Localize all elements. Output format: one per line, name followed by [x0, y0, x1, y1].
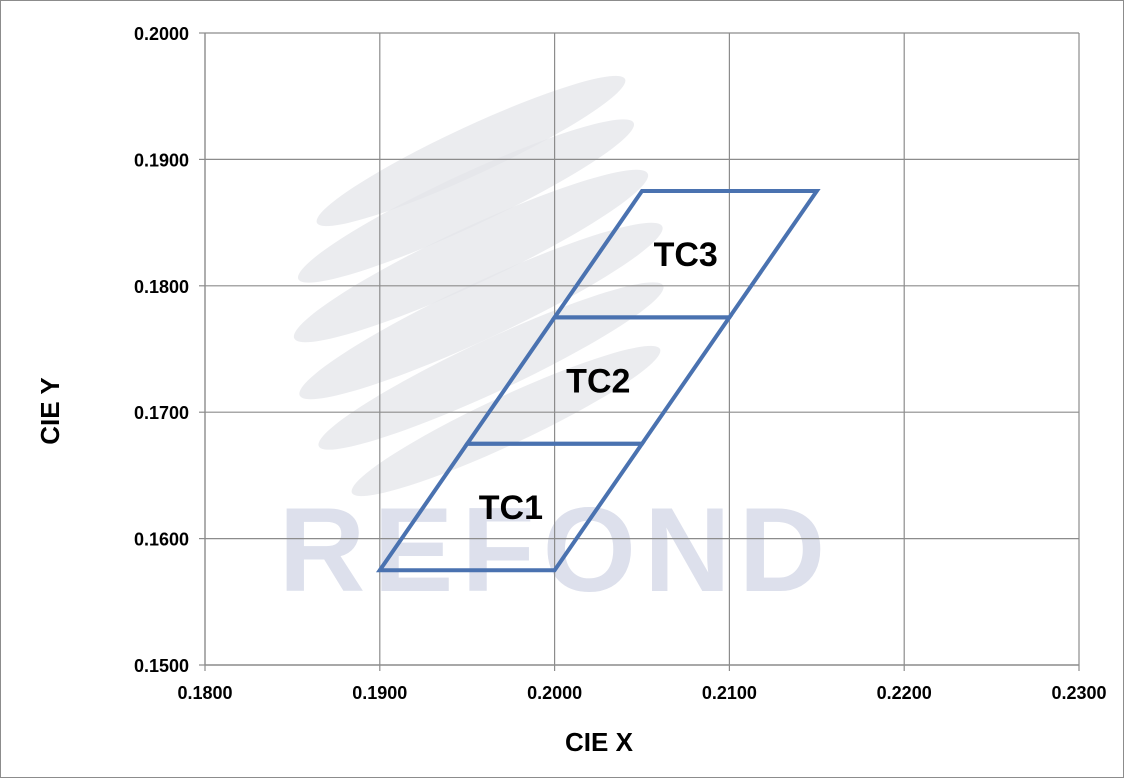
y-tick-label: 0.1600: [134, 530, 189, 550]
y-axis-title: CIE Y: [35, 377, 65, 444]
regions: [375, 189, 821, 573]
y-tick-label: 0.1500: [134, 656, 189, 676]
x-tick-label: 0.1900: [352, 683, 407, 703]
y-tick-label: 0.1900: [134, 150, 189, 170]
watermark-streak-4: [299, 222, 663, 400]
x-tick-label: 0.2300: [1051, 683, 1106, 703]
y-tick-label: 0.2000: [134, 24, 189, 44]
x-axis-title: CIE X: [565, 727, 634, 757]
region-labels: TC1 TC2 TC3: [479, 236, 718, 527]
region-tc3: [550, 189, 821, 320]
x-tick-label: 0.2000: [527, 683, 582, 703]
watermark-streak-1: [316, 75, 626, 227]
y-tick-label: 0.1700: [134, 403, 189, 423]
watermark-streak-3: [293, 169, 649, 343]
region-label-tc3: TC3: [654, 236, 718, 274]
region-label-tc1: TC1: [479, 489, 543, 527]
watermark-streak-5: [318, 282, 664, 450]
x-tick-label: 0.2200: [877, 683, 932, 703]
x-tick-label: 0.1800: [177, 683, 232, 703]
watermark: REFOND: [279, 75, 834, 617]
x-tick-label: 0.2100: [702, 683, 757, 703]
y-tick-label: 0.1800: [134, 277, 189, 297]
watermark-streak-2: [297, 119, 635, 283]
watermark-streak-6: [351, 345, 661, 497]
region-label-tc2: TC2: [566, 363, 630, 401]
grid: [205, 32, 1080, 665]
watermark-text: REFOND: [279, 483, 834, 617]
axes: 0.1800 0.1900 0.2000 0.2100 0.2200 0.2300 0.15…: [134, 24, 1107, 703]
